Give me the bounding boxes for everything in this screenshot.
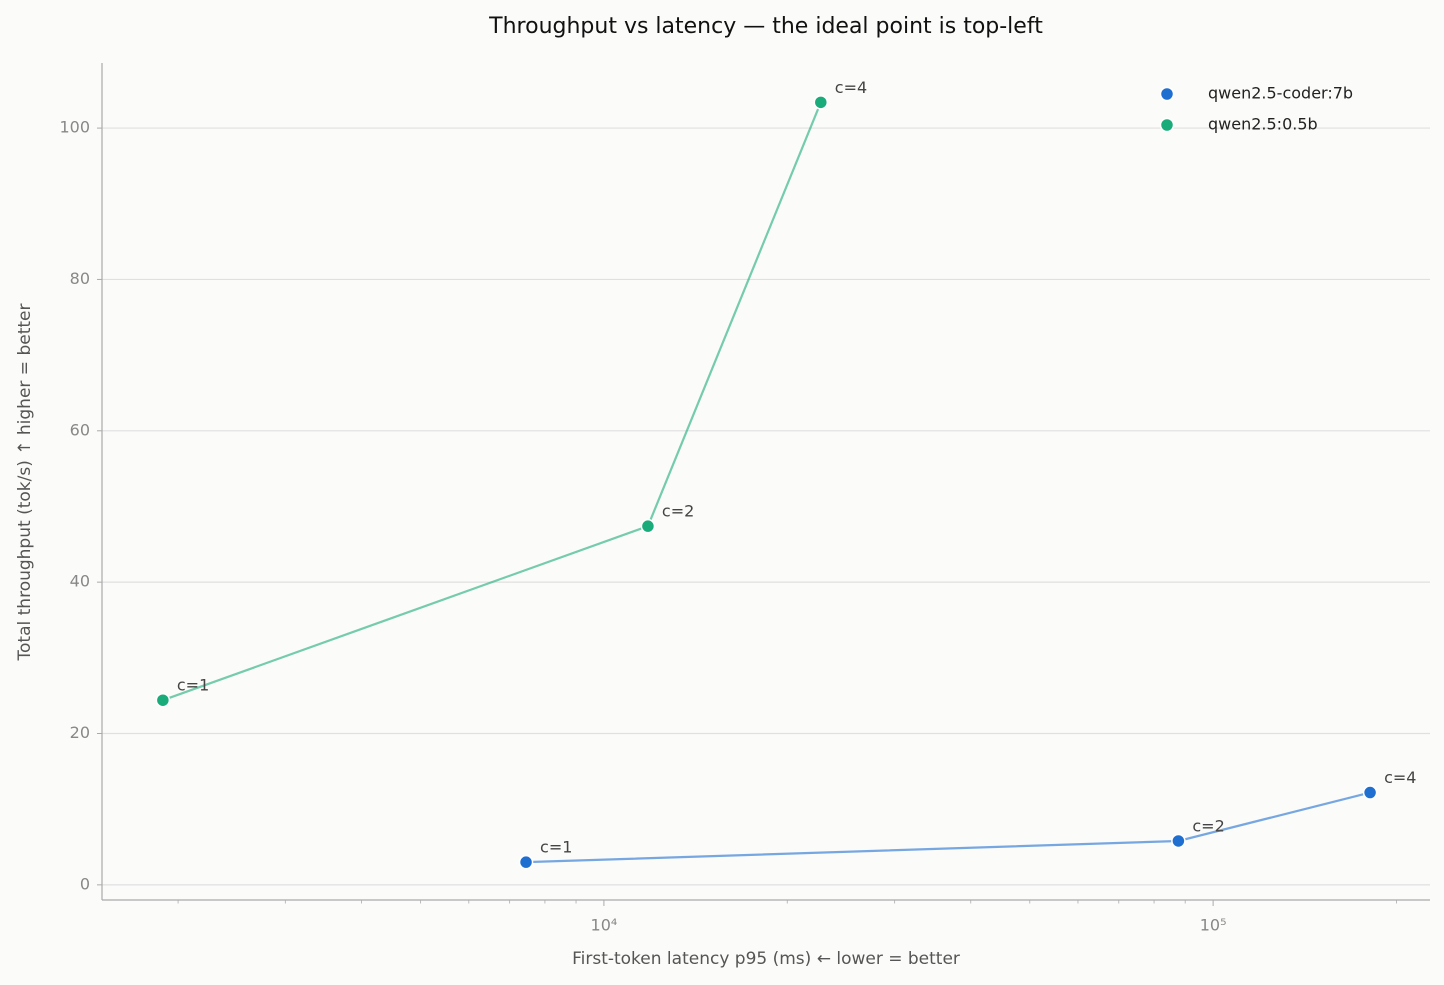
point-label: c=4	[1384, 768, 1416, 787]
y-tick-label: 20	[70, 723, 90, 742]
point-label: c=1	[177, 676, 209, 695]
y-tick-label: 80	[70, 269, 90, 288]
legend-label: qwen2.5-coder:7b	[1208, 84, 1353, 103]
point	[155, 692, 171, 708]
point-label: c=4	[835, 78, 867, 97]
y-tick-label: 60	[70, 420, 90, 439]
chart-title: Throughput vs latency — the ideal point …	[488, 14, 1043, 39]
y-axis-label: Total throughput (tok/s) ↑ higher = bett…	[15, 304, 35, 662]
point-label: c=1	[540, 838, 572, 857]
legend-marker	[1159, 86, 1175, 102]
y-tick-label: 100	[59, 118, 90, 137]
y-tick-label: 0	[80, 874, 90, 893]
point	[518, 854, 534, 870]
legend-marker	[1159, 117, 1175, 133]
point	[1171, 833, 1186, 849]
point-label: c=2	[662, 502, 694, 521]
x-tick-label: 10⁵	[1200, 916, 1227, 935]
y-tick-label: 40	[70, 572, 90, 591]
x-tick-label: 10⁴	[591, 916, 618, 935]
point-label: c=2	[1192, 816, 1224, 835]
point	[813, 95, 829, 110]
point	[1362, 785, 1378, 800]
point	[640, 518, 656, 534]
legend-label: qwen2.5:0.5b	[1208, 115, 1318, 134]
x-axis-label: First-token latency p95 (ms) ← lower = b…	[572, 949, 960, 969]
series-line	[526, 791, 1371, 864]
series-line	[162, 101, 822, 702]
